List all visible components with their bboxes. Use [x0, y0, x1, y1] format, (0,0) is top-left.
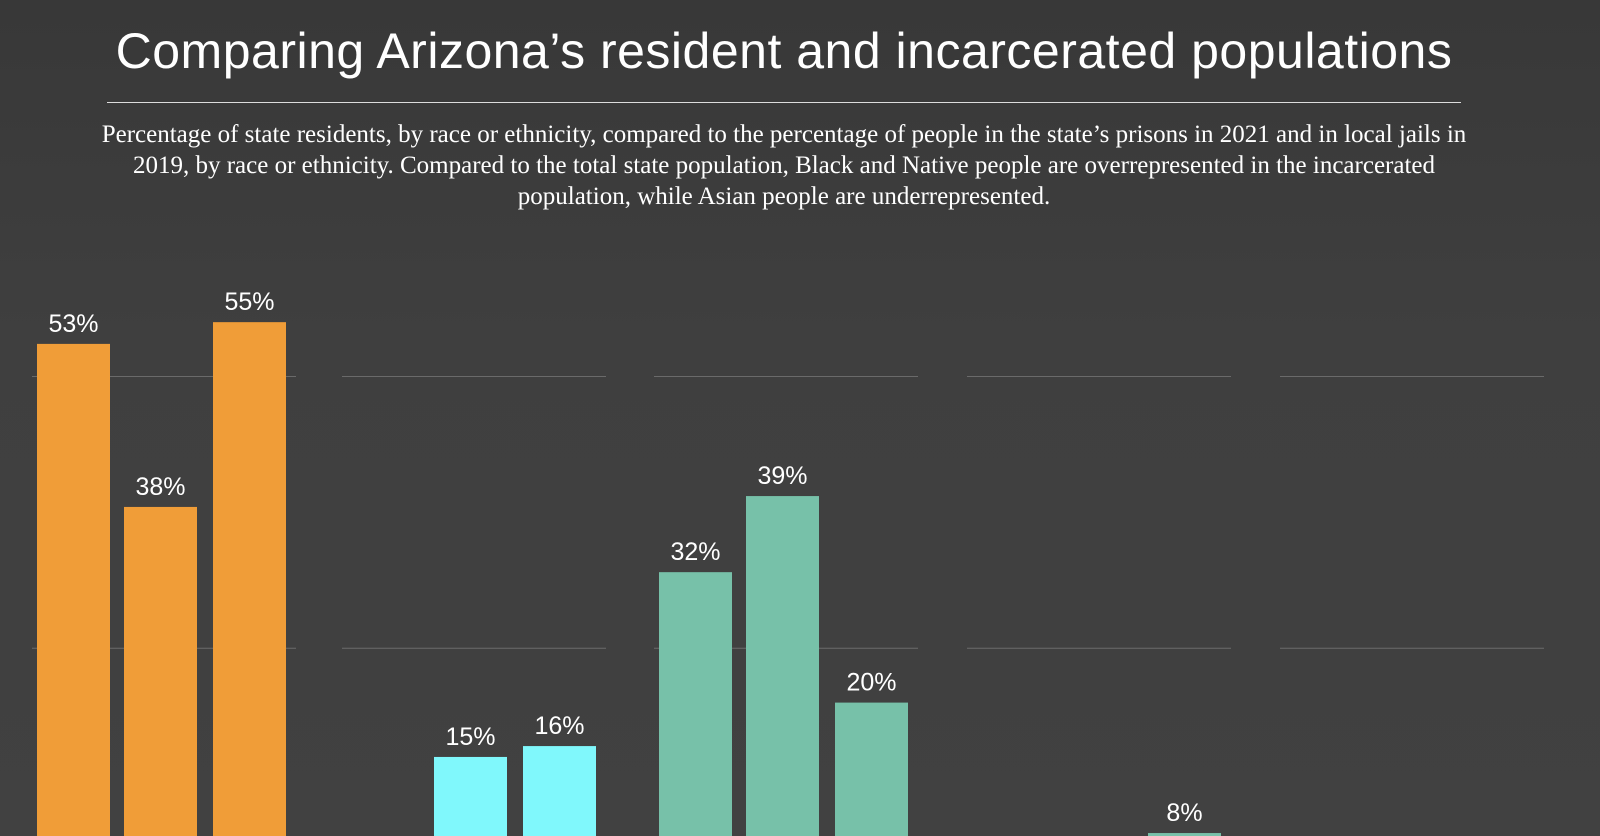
- data-label: 15%: [445, 723, 495, 751]
- data-label: 53%: [48, 310, 98, 338]
- data-label: 39%: [757, 462, 807, 490]
- data-label: 16%: [534, 712, 584, 740]
- data-label: 20%: [846, 669, 896, 697]
- chart-subtitle: Percentage of state residents, by race o…: [101, 121, 1467, 210]
- bar: [37, 343, 110, 836]
- data-label: 55%: [224, 288, 274, 316]
- bar: [746, 496, 819, 836]
- chart-title: Comparing Arizona’s resident and incarce…: [115, 23, 1453, 79]
- bar: [1148, 833, 1221, 836]
- title-divider: [107, 102, 1461, 103]
- bar: [213, 322, 286, 836]
- data-label: 32%: [670, 538, 720, 566]
- bar: [835, 702, 908, 836]
- bar: [124, 506, 197, 836]
- bar: [434, 756, 507, 836]
- bar: [523, 746, 596, 836]
- data-label: 38%: [135, 473, 185, 501]
- bar: [659, 572, 732, 836]
- data-label: 8%: [1166, 799, 1202, 827]
